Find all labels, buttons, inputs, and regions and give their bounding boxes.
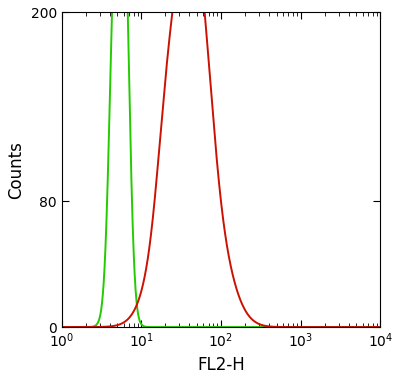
Y-axis label: Counts: Counts <box>7 141 25 199</box>
X-axis label: FL2-H: FL2-H <box>197 356 245 374</box>
